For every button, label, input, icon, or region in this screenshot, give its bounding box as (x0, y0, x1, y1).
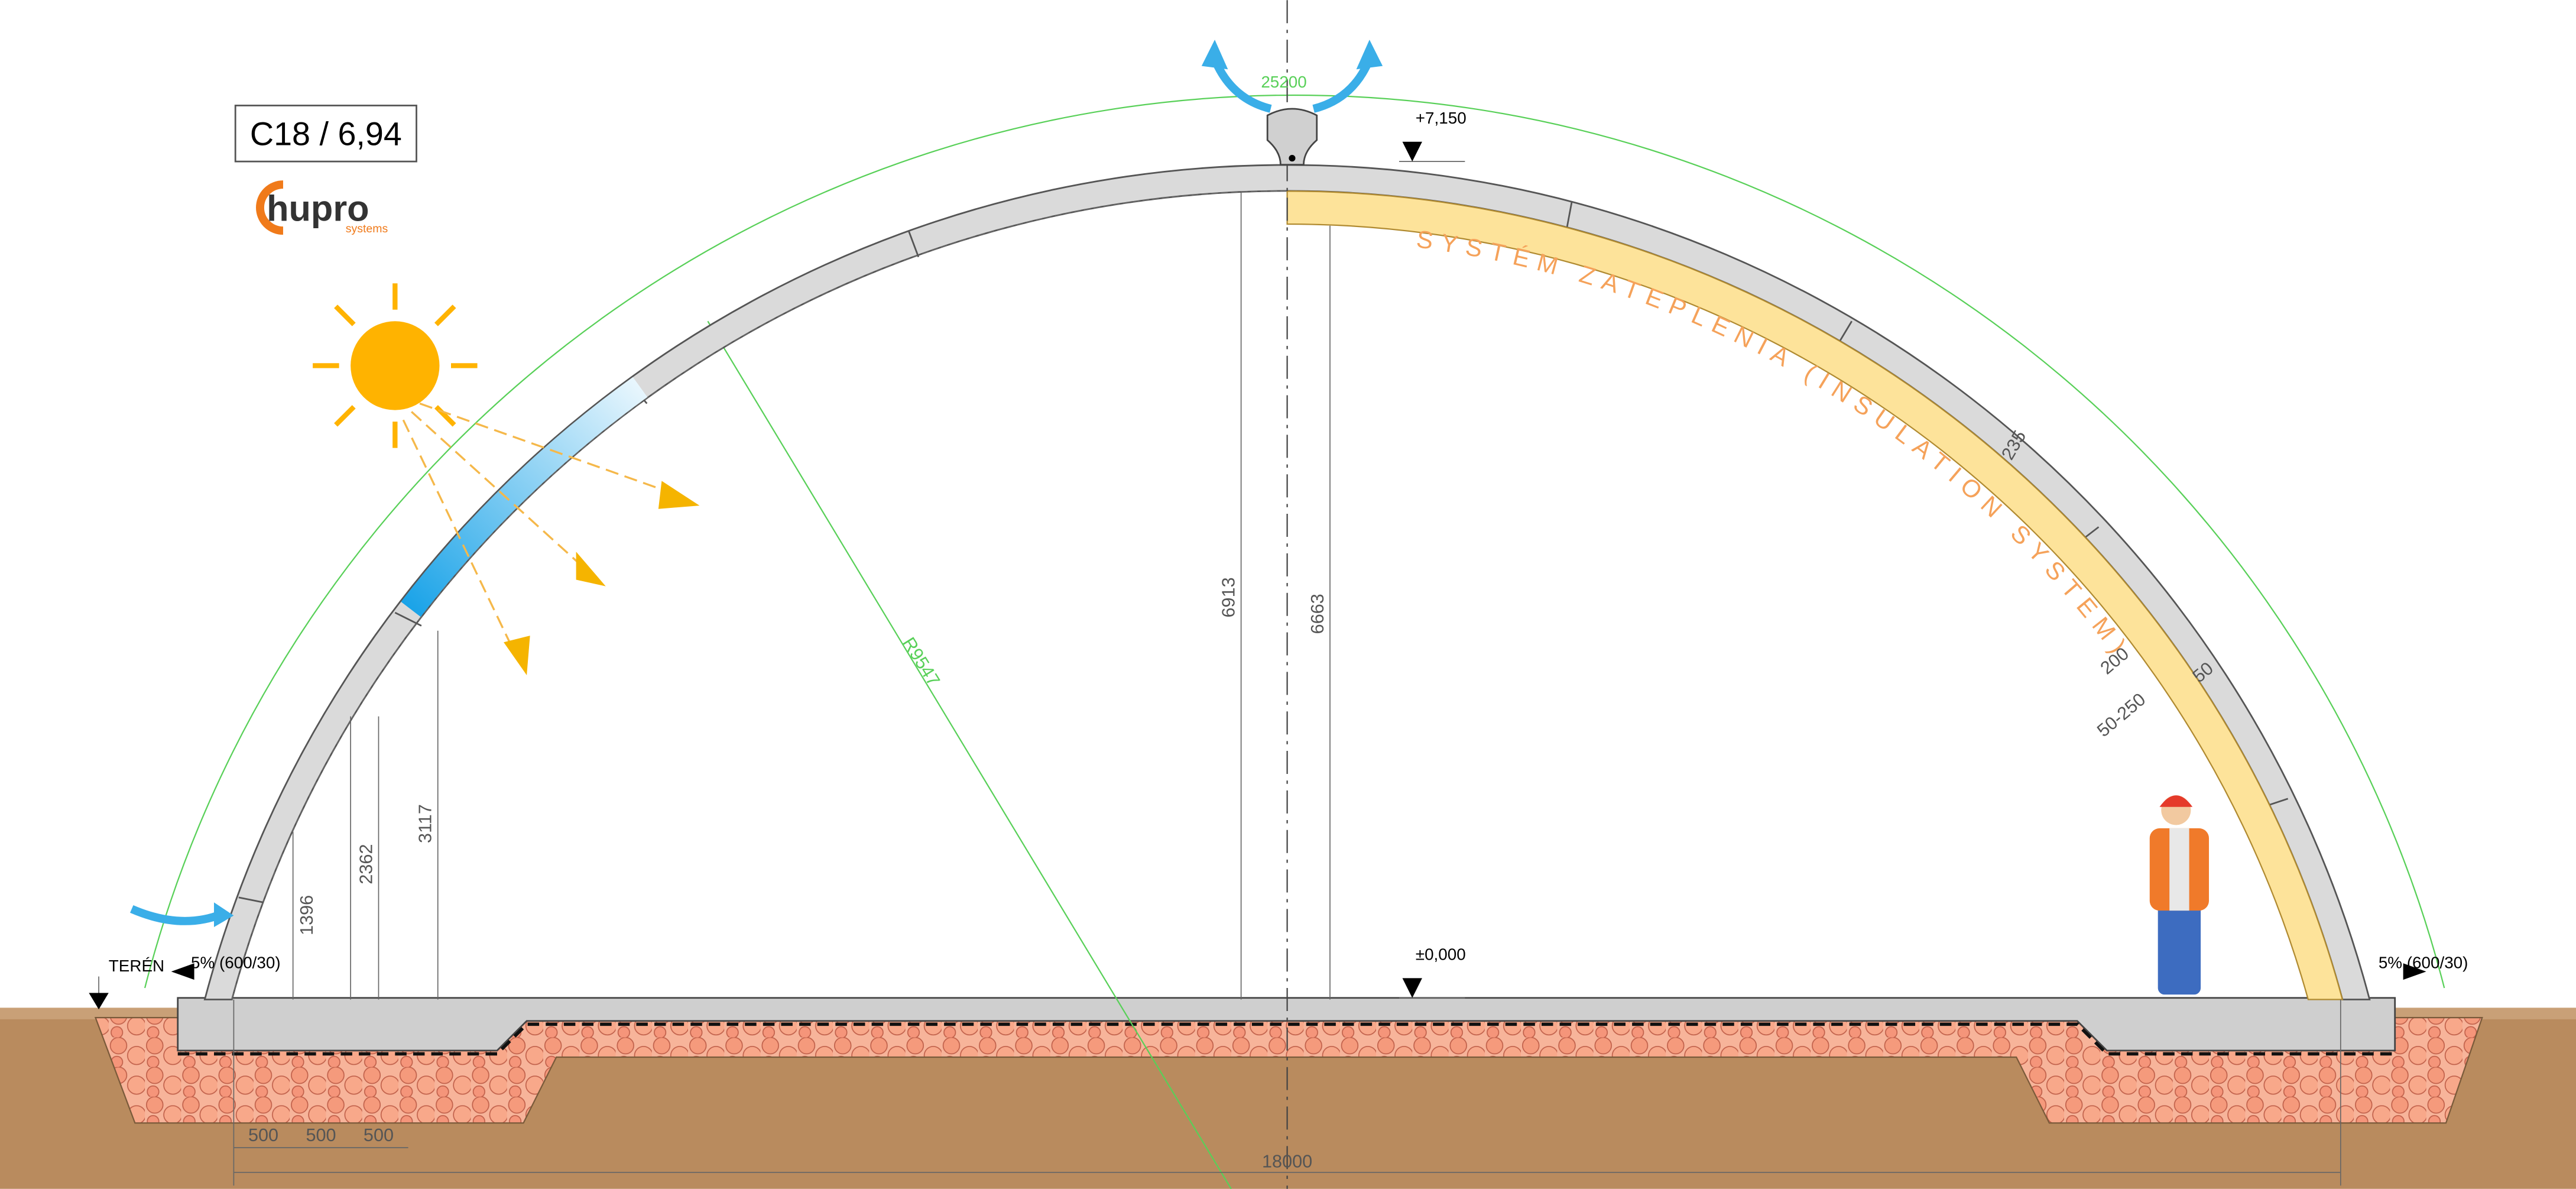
airflow-heads (214, 40, 1383, 928)
label-box-text: C18 / 6,94 (250, 115, 402, 152)
floor-level: ±0,000 (1416, 945, 1466, 964)
dim-text: 1396 (297, 895, 317, 935)
dim-text: 500 (306, 1125, 336, 1145)
segment-joints (238, 200, 2289, 903)
outer-envelope (144, 94, 2445, 989)
dim-text: 6663 (1308, 594, 1328, 634)
slope-left: 5% (600/30) (191, 954, 281, 972)
sun (313, 283, 700, 675)
logo-tagline: systems (346, 222, 388, 235)
dim-text: 2362 (356, 844, 376, 884)
level-markers (89, 141, 2426, 1010)
vent-dot (1289, 154, 1296, 162)
dim-text: 6913 (1218, 577, 1238, 617)
radius-label: R9547 (898, 634, 944, 690)
slope-right: 5% (600/30) (2379, 954, 2468, 972)
floor-slab (177, 997, 2396, 1052)
dim-text: 500 (248, 1125, 278, 1145)
membrane (177, 1022, 2395, 1056)
arc-length: 25200 (1261, 73, 1306, 91)
dim-text: 500 (364, 1125, 394, 1145)
insulation (1286, 190, 2344, 1000)
ventilator (1266, 108, 1318, 166)
worker (2149, 795, 2210, 995)
terrain-label: TERÉN (109, 957, 164, 975)
dim-text: 3117 (416, 804, 436, 843)
logo-name: hupro (267, 188, 369, 228)
dimension-lines (98, 161, 2341, 1186)
skylight (401, 377, 648, 617)
radius-line (707, 320, 1232, 1189)
top-level: +7,150 (1416, 109, 1467, 127)
dim-text: 50-250 (2093, 689, 2149, 741)
dim-text: 18000 (1262, 1152, 1312, 1172)
gravel-bed (94, 1017, 2483, 1124)
logo-mark (256, 180, 284, 235)
label-box (234, 105, 417, 163)
